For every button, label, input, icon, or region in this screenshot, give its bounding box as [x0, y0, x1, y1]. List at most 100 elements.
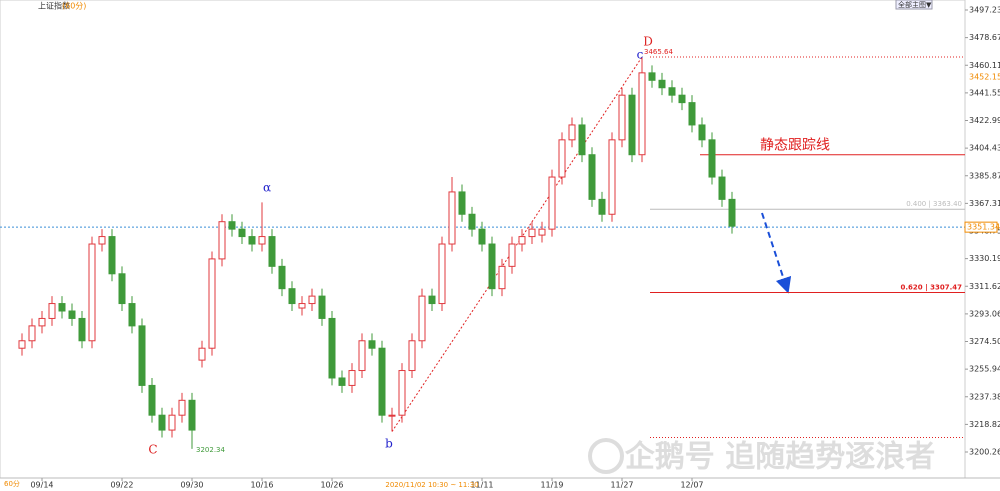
x-tick-label: 09/14	[30, 481, 53, 490]
candle-body	[108, 236, 116, 275]
candle-body	[638, 72, 646, 156]
ma-label: 3452.15	[969, 73, 1000, 82]
candle-body	[468, 213, 476, 230]
candle-body	[448, 191, 456, 245]
x-tick-label: 11/11	[470, 481, 493, 490]
y-tick-label: 3200.26	[969, 448, 1000, 457]
y-tick-label: 3478.67	[969, 33, 1000, 42]
last-price-label: 3351.34	[967, 223, 1000, 232]
candle-body	[168, 414, 176, 431]
candle-body	[118, 273, 126, 305]
candle-body	[278, 265, 286, 290]
candle-body	[488, 243, 496, 290]
candle-body	[288, 288, 296, 305]
x-tick-label: 11/19	[540, 481, 563, 490]
watermark-logo	[588, 438, 624, 474]
candle-body	[218, 221, 226, 260]
candle-body	[458, 191, 466, 215]
y-tick-label: 3497.23	[969, 6, 1000, 15]
menu-button[interactable]	[895, 0, 933, 10]
y-tick-label: 3330.19	[969, 254, 1000, 263]
chart-subtitle: (60分)	[62, 2, 86, 11]
candle-body	[528, 228, 536, 238]
y-tick-label: 3385.87	[969, 171, 1000, 180]
candle-body	[78, 317, 86, 342]
candle-body	[138, 325, 146, 386]
candle-body	[678, 94, 686, 104]
chart-title: 上证指数	[38, 1, 70, 11]
candle-body	[648, 72, 656, 81]
wave-label: b	[385, 437, 393, 451]
candle-body	[338, 377, 346, 386]
candle-body	[508, 243, 516, 267]
y-tick-label: 3311.62	[969, 282, 1000, 291]
candle-body	[558, 139, 566, 178]
forecast-arrow	[761, 212, 792, 294]
candle-body	[128, 303, 136, 327]
y-tick-label: 3218.82	[969, 420, 1000, 429]
candle-body	[148, 384, 156, 416]
x-tick-label: 09/30	[180, 481, 203, 490]
candle-body	[498, 265, 506, 290]
y-tick-label: 3237.38	[969, 392, 1000, 401]
candle-body	[538, 228, 546, 236]
y-tick-label: 3255.94	[969, 365, 1000, 374]
candle-body	[258, 236, 266, 245]
candle-body	[178, 399, 186, 416]
candle-body	[68, 310, 76, 319]
candle-body	[388, 414, 396, 417]
x-tick-label: 11/27	[610, 481, 633, 490]
x-tick-label: 10/26	[320, 481, 343, 490]
candle-body	[588, 154, 596, 200]
candle-body	[698, 124, 706, 141]
high-label: 3465.64	[644, 48, 673, 56]
candle-body	[358, 340, 366, 372]
y-tick-label: 3404.43	[969, 144, 1000, 153]
candle-body	[98, 236, 106, 245]
x-tick-label: 10/16	[250, 481, 273, 490]
candle-body	[478, 228, 486, 245]
candle-body	[718, 176, 726, 200]
candle-body	[368, 340, 376, 349]
y-tick-label: 3293.06	[969, 309, 1000, 318]
y-tick-label: 3367.31	[969, 199, 1000, 208]
candle-body	[378, 347, 386, 416]
y-tick-label: 3422.99	[969, 116, 1000, 125]
candle-body	[298, 303, 306, 309]
period-label[interactable]: 60分	[4, 479, 20, 488]
candle-body	[248, 236, 256, 245]
candle-body	[688, 102, 696, 126]
last-price-box	[964, 221, 998, 233]
candle-body	[708, 139, 716, 178]
fib-label: 0.620 | 3307.47	[901, 283, 963, 292]
candle-body	[568, 124, 576, 141]
candle-body	[428, 295, 436, 305]
trend-line	[391, 56, 643, 432]
candle-body	[48, 303, 56, 319]
x-tick-label: 09/22	[110, 481, 133, 490]
menu-label[interactable]: 全部主图▼	[898, 0, 932, 9]
low-label: 3202.34	[196, 446, 225, 454]
wave-label: c	[637, 48, 644, 62]
wave-label: α	[263, 181, 271, 195]
candle-body	[608, 139, 616, 215]
candle-body	[188, 399, 196, 431]
candle-body	[18, 340, 26, 349]
candle-body	[628, 94, 636, 156]
wave-label: D	[643, 35, 653, 49]
candle-body	[38, 317, 46, 327]
candle-body	[398, 370, 406, 416]
candle-body	[88, 243, 96, 342]
candle-body	[728, 198, 736, 227]
candle-body	[658, 79, 666, 89]
candle-body	[268, 236, 276, 267]
candle-body	[578, 124, 586, 156]
candle-body	[28, 325, 36, 342]
candle-body	[198, 347, 206, 361]
candle-body	[548, 176, 556, 230]
wave-label: C	[148, 443, 157, 457]
candle-body	[158, 414, 166, 431]
cursor-time: 2020/11/02 10:30 ~ 11:30	[385, 481, 478, 489]
y-tick-label: 3274.50	[969, 337, 1000, 346]
